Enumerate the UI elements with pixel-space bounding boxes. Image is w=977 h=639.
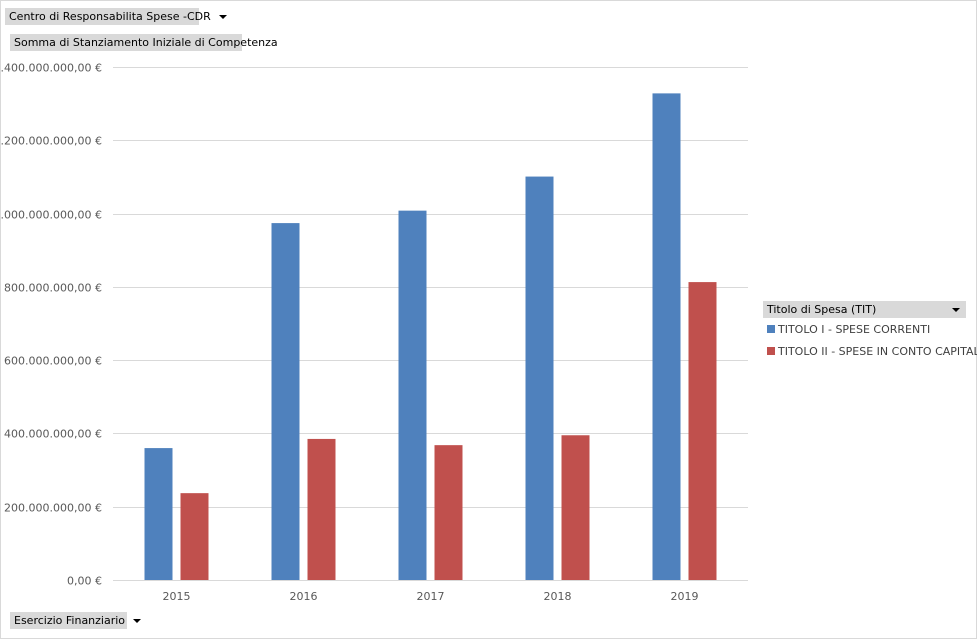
dropdown-arrow-icon [133, 619, 142, 623]
bar [525, 176, 554, 581]
y-tick-label: 200.000.000,00 € [4, 502, 102, 515]
filter-field-label: Centro di Responsabilita Spese -CDR [9, 10, 211, 23]
bar [180, 493, 209, 580]
legend-swatch-blue [767, 325, 775, 333]
y-tick-label: 0,00 € [67, 575, 102, 588]
filter-field-button[interactable]: Centro di Responsabilita Spese -CDR [5, 8, 227, 25]
y-tick-label: 1.400.000.000,00 € [0, 62, 102, 75]
x-tick-label: 2018 [544, 590, 572, 603]
y-tick-label: 1.200.000.000,00 € [0, 135, 102, 148]
x-tick-label: 2015 [163, 590, 191, 603]
legend-title: Titolo di Spesa (TIT) [767, 303, 877, 316]
axis-field-button[interactable]: Esercizio Finanziario [10, 612, 142, 629]
bar [434, 445, 463, 580]
legend-item-label: TITOLO II - SPESE IN CONTO CAPITALE [778, 345, 977, 358]
x-tick-label: 2019 [671, 590, 699, 603]
y-tick-label: 400.000.000,00 € [4, 428, 102, 441]
x-tick-label: 2017 [417, 590, 445, 603]
value-field-button[interactable]: Somma di Stanziamento Iniziale di Compet… [10, 34, 278, 51]
bar [561, 435, 590, 580]
legend-item: TITOLO I - SPESE CORRENTI [767, 323, 930, 337]
bar [652, 93, 681, 580]
bar [271, 223, 300, 580]
legend-item-label: TITOLO I - SPESE CORRENTI [778, 323, 931, 336]
legend-field-button[interactable]: Titolo di Spesa (TIT) [763, 301, 966, 318]
bar [688, 282, 717, 580]
y-tick-label: 1.000.000.000,00 € [0, 209, 102, 222]
y-tick-label: 600.000.000,00 € [4, 355, 102, 368]
value-field-label: Somma di Stanziamento Iniziale di Compet… [14, 36, 278, 49]
dropdown-arrow-icon [952, 308, 960, 312]
axis-field-label: Esercizio Finanziario [14, 614, 126, 627]
legend-swatch-red [767, 347, 775, 355]
x-tick-label: 2016 [290, 590, 318, 603]
legend-item: TITOLO II - SPESE IN CONTO CAPITALE [767, 345, 977, 359]
bar [307, 438, 336, 580]
y-tick-label: 800.000.000,00 € [4, 282, 102, 295]
bar [398, 210, 427, 580]
bar [144, 448, 173, 580]
dropdown-arrow-icon [218, 15, 227, 19]
